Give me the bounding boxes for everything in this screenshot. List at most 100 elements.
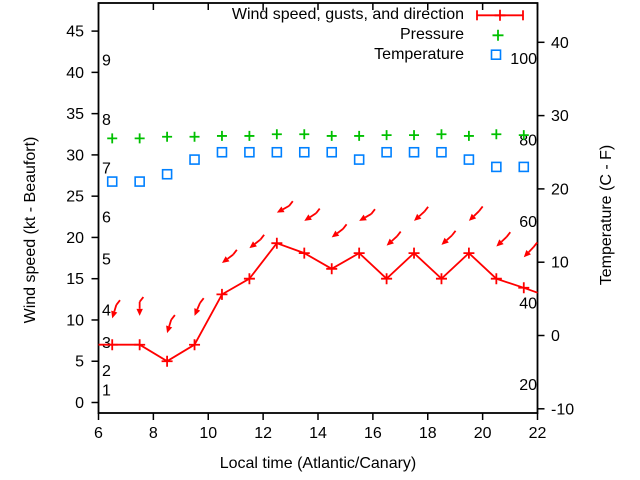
arrow-head [359,214,367,221]
pressure-point [107,133,118,144]
arrow-shaft [364,213,372,219]
arrow-head [111,310,118,319]
arrow-barb [342,223,348,230]
y-right-axis-title: Temperature (C - F) [598,144,615,286]
gust-direction-arrow [136,296,145,316]
wind-point-marker [106,339,118,351]
y-left-tick-label: 35 [66,106,84,123]
x-axis-title: Local time (Atlantic/Canary) [219,455,417,472]
arrow-head [496,239,504,247]
arrow-head [414,213,422,221]
beaufort-scale-label: 3 [102,335,111,352]
x-tick-label: 12 [254,425,272,442]
arrow-barb [396,231,402,237]
wind-point-marker [189,339,201,351]
pressure-point [409,130,420,141]
y-right-tick-label: -10 [551,401,574,418]
temperature-point [463,154,475,165]
arrow-barb [288,200,294,207]
pressure-point [491,129,502,140]
wind-point-marker [271,237,283,249]
wind-point-marker [408,247,420,259]
arrow-head [304,214,312,221]
arrow-shaft [254,238,261,245]
gust-direction-arrow [331,223,348,238]
arrow-barb [478,205,484,212]
arrow-shaft [336,228,344,234]
arrow-shaft [168,319,173,327]
x-tick-label: 16 [364,425,382,442]
arrow-barb [532,241,538,248]
temperature-point [271,146,283,158]
arrow-shaft [282,205,290,211]
y-left-tick-label: 45 [66,24,84,41]
pressure-point [354,130,365,141]
arrow-head [221,256,230,264]
legend-label-pressure: Pressure [399,26,464,43]
temperature-point [491,161,502,173]
temperature-point [244,146,255,158]
y-left-tick-label: 15 [66,271,84,288]
temperature-point [353,154,365,165]
gust-direction-arrow [304,208,321,221]
y-left-tick-label: 40 [66,65,84,82]
wind-point-marker [381,273,393,285]
x-tick-label: 8 [149,425,158,442]
legend-wind-sample-plus [494,9,506,21]
gust-direction-arrow [276,200,294,213]
gust-direction-arrow [523,241,538,258]
gust-direction-arrow [359,208,376,221]
wind-speed-line [98,242,538,363]
pressure-point [216,130,227,141]
arrow-head [136,308,143,316]
legend-pressure-sample-plus [492,29,504,41]
y-left-axis-title: Wind speed (kt - Beaufort) [22,136,39,324]
temperature-point [134,176,145,187]
beaufort-scale-label: 7 [102,161,111,178]
beaufort-scale-label: 1 [102,383,111,400]
arrow-head [166,325,173,334]
legend-label-wind: Wind speed, gusts, and direction [231,6,464,23]
legend-label-temperature: Temperature [374,46,464,63]
wind-point-marker [435,273,447,285]
fahrenheit-scale-label: 60 [519,214,537,231]
y-right-tick-label: 0 [551,328,560,345]
arrow-head [523,249,531,258]
temperature-point [326,146,338,158]
gust-direction-arrow [166,314,176,334]
y-right-tick-label: 10 [551,255,569,272]
gust-direction-arrow [194,297,205,316]
wind-point-marker [216,288,228,300]
arrow-barb [259,234,265,241]
gust-direction-arrow [221,249,238,264]
beaufort-scale-label: 2 [102,363,111,380]
beaufort-scale-label: 5 [102,251,111,268]
pressure-point [463,130,474,141]
y-right-tick-label: 20 [551,181,569,198]
temperature-point [518,161,530,173]
fahrenheit-scale-label: 20 [519,377,537,394]
wind-point-marker [326,263,338,275]
y-left-tick-label: 5 [75,354,84,371]
temperature-point [106,176,118,187]
pressure-point [271,129,282,140]
beaufort-scale-label: 8 [102,112,111,129]
arrow-barb [423,206,429,213]
x-tick-label: 10 [199,425,217,442]
wind-point-marker [518,282,530,294]
pressure-point [244,130,255,141]
arrow-head [386,238,394,246]
arrow-head [249,241,257,249]
wind-point-marker [161,355,173,367]
arrow-barb [370,208,376,215]
beaufort-scale-label: 4 [102,303,111,320]
plot-border [97,2,539,414]
gust-direction-arrow [111,299,121,319]
gust-direction-arrow [414,206,429,221]
arrow-shaft [309,212,317,218]
x-tick-label: 20 [474,425,492,442]
arrow-shaft [527,246,535,253]
wind-point-marker [134,339,146,351]
